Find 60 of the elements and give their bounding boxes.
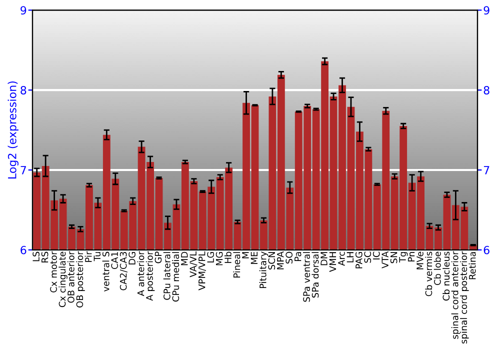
x-tick-label: MPA [277, 251, 284, 270]
x-tick-label: ME [250, 252, 258, 264]
x-tick-label: OB posterior [76, 251, 85, 308]
x-tick-label: OB anterior [67, 251, 74, 303]
x-tick-label: Hb [224, 252, 232, 263]
x-tick-label: spinal cord anterior [451, 251, 460, 339]
x-tick-label: VPM/VPL [198, 251, 206, 290]
x-tick-label: DG [128, 252, 136, 264]
x-tick-label: Pir [84, 251, 92, 262]
x-tick-label: MG [216, 252, 223, 266]
x-tick-label: CPu lateral [163, 252, 170, 300]
x-tick-label: SC [364, 252, 372, 263]
x-tick-label: Pn [408, 252, 415, 262]
x-tick-label: Tg [399, 252, 408, 263]
x-tick-label: A posterior [146, 251, 155, 301]
x-tick-label: Pituitary [259, 252, 268, 288]
x-tick-label: SO [286, 252, 293, 264]
x-tick-label: DM [320, 252, 328, 266]
x-tick-label: CA2/CA3 [120, 252, 128, 290]
x-tick-label: Pineal [233, 252, 240, 278]
x-tick-label: LH [346, 252, 354, 262]
x-tick-label: VA/VL [190, 251, 198, 278]
x-tick-label: PAG [355, 252, 362, 268]
x-tick-label: spinal cord posterior [460, 251, 469, 344]
x-tick-label: Arc [338, 252, 345, 266]
y-tick-label: 8 [20, 86, 26, 94]
x-tick-label: SPa dorsal [312, 252, 319, 298]
x-tick-label: IC [372, 252, 380, 260]
x-tick-label: CPu medial [172, 252, 180, 302]
x-tick-label: ventral S [102, 252, 110, 292]
x-tick-label: MD [181, 252, 188, 266]
x-tick-label: Cb lobe [434, 252, 441, 286]
y2-tick-label: 6 [484, 246, 490, 254]
x-tick-label: A anterior [137, 251, 144, 296]
x-tick-label: VTA [382, 251, 388, 268]
x-tick-label: RS [41, 252, 48, 262]
x-tick-label: SPa ventral [302, 252, 310, 302]
y-tick-label: 6 [20, 246, 26, 254]
x-tick-label: GP [154, 252, 162, 264]
x-tick-label: Pa [294, 252, 302, 261]
y-tick-label: 7 [20, 166, 26, 174]
x-tick-label: Tu [94, 252, 101, 262]
x-tick-label: Retina [468, 252, 476, 280]
x-tick-label: Cx motor [50, 251, 57, 292]
y-axis-title: Log2 (expression) [8, 81, 18, 178]
y2-tick-label: 9 [484, 6, 490, 15]
x-tick-label: Cb nucleus [442, 252, 450, 301]
x-tick-label: M [242, 252, 249, 258]
x-tick-label: MVe [416, 252, 424, 270]
y-tick-label: 9 [20, 6, 26, 15]
x-tick-label: Cb vermis [425, 252, 432, 296]
x-tick-label: VMH [329, 252, 336, 272]
x-tick-label: Cx cingulate [58, 252, 68, 308]
x-tick-label: LS [32, 252, 40, 262]
x-tick-label: CA1 [111, 252, 118, 270]
y2-tick-label: 7 [484, 166, 490, 174]
x-tick-label: LG [207, 252, 214, 262]
x-tick-label: SN [390, 252, 398, 264]
y2-tick-label: 8 [484, 86, 490, 94]
x-tick-label: SCN [268, 252, 276, 270]
